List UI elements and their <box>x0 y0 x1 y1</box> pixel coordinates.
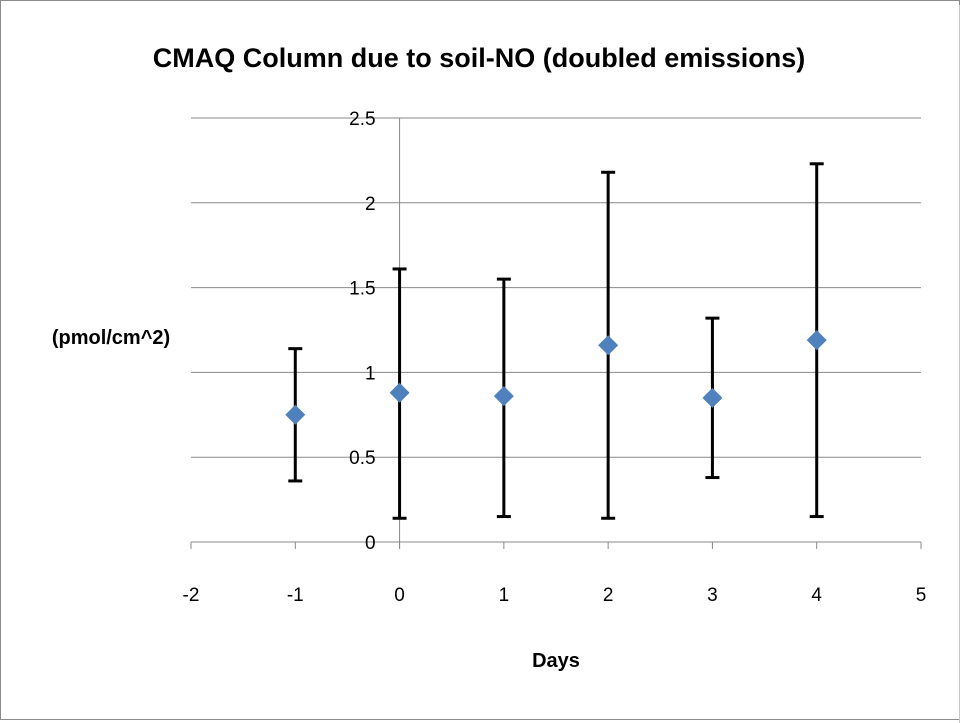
data-point-marker <box>285 404 306 425</box>
y-tick-label: 2 <box>365 194 376 215</box>
y-tick-label: 0.5 <box>349 448 375 469</box>
x-tick-label: -1 <box>287 585 304 606</box>
y-axis-label: (pmol/cm^2) <box>52 327 170 349</box>
marker-layer <box>285 330 827 425</box>
x-tick-label: 1 <box>499 585 510 606</box>
data-point-marker <box>598 335 619 356</box>
data-point-marker <box>389 382 410 403</box>
x-tick-label: 0 <box>394 585 405 606</box>
x-tick-label: 5 <box>916 585 927 606</box>
x-tick-label: -2 <box>183 585 200 606</box>
x-tick-label: 4 <box>811 585 822 606</box>
data-point-marker <box>806 330 827 351</box>
x-tick-label: 3 <box>707 585 718 606</box>
y-tick-label: 1.5 <box>349 279 375 300</box>
x-tick-label: 2 <box>603 585 614 606</box>
tick-layer: 0 0.5 1 1.5 2 2.5 -2 -1 0 1 2 3 4 5 <box>183 109 927 606</box>
y-tick-label: 1 <box>365 363 376 384</box>
y-tick-label: 0 <box>365 533 376 554</box>
data-point-marker <box>493 386 514 407</box>
x-axis-label: Days <box>532 650 580 672</box>
axis-layer <box>190 118 922 549</box>
chart-title: CMAQ Column due to soil-NO (doubled emis… <box>153 43 806 73</box>
grid-layer <box>191 117 921 458</box>
data-point-marker <box>702 387 723 408</box>
y-tick-label: 2.5 <box>349 109 375 130</box>
